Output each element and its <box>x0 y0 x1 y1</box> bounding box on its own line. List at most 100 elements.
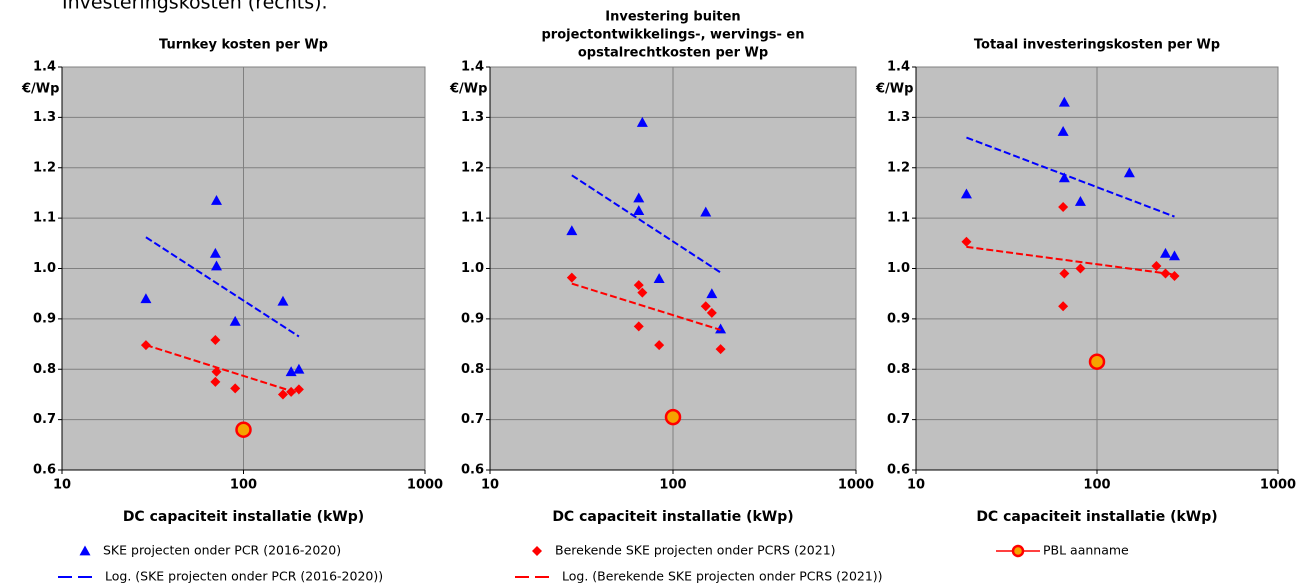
y-tick-label: 1.3 <box>461 110 484 125</box>
data-point <box>706 307 717 318</box>
data-point <box>235 421 252 438</box>
data-point <box>960 188 972 199</box>
data-point <box>636 116 648 127</box>
data-point <box>633 280 644 291</box>
trend-line <box>966 245 1175 276</box>
y-tick-label: 0.9 <box>461 311 484 326</box>
data-point <box>293 363 305 374</box>
legend-label: PBL aanname <box>1043 543 1129 558</box>
legend-label: Berekende SKE projecten onder PCRS (2021… <box>555 543 836 558</box>
data-point <box>1074 196 1086 206</box>
y-tick-label: 1.1 <box>461 211 484 226</box>
x-tick-label: 1000 <box>407 478 443 493</box>
x-axis-label: DC capaciteit installatie (kWp) <box>976 509 1217 525</box>
data-point <box>1088 353 1106 370</box>
x-tick-label: 1000 <box>1260 478 1296 493</box>
chart: 0.6 0.7 0.8 0.9 1.0 1.1 1.2 1.3 1.4 10 100 1000 Tota… <box>875 38 1296 526</box>
x-axis-label: DC capaciteit installatie (kWp) <box>552 509 793 525</box>
data-point <box>1151 260 1162 271</box>
data-point <box>664 408 682 426</box>
data-point <box>700 206 712 217</box>
y-tick-label: 0.8 <box>33 362 56 377</box>
trend-line <box>145 236 300 338</box>
trend-line <box>571 282 721 331</box>
legend: SKE projecten onder PCR (2016-2020) Berek… <box>58 543 1129 584</box>
data-point <box>706 288 718 299</box>
data-point <box>633 321 644 332</box>
data-point <box>1058 202 1069 213</box>
y-tick-label: 1.0 <box>887 261 910 276</box>
y-tick-label: 1.0 <box>461 261 484 276</box>
chart-title: opstalrechtkosten per Wp <box>578 46 768 61</box>
legend-label: Log. (SKE projecten onder PCR (2016-2020… <box>105 569 383 584</box>
y-axis-label: €/Wp <box>449 82 487 97</box>
chart: 0.6 0.7 0.8 0.9 1.0 1.1 1.2 1.3 1.4 10 100 1000 Inve… <box>449 10 874 526</box>
data-point <box>1159 247 1171 258</box>
data-point <box>277 389 288 400</box>
data-point <box>653 273 665 283</box>
y-tick-label: 1.1 <box>33 211 56 226</box>
y-tick-label: 0.6 <box>33 463 56 478</box>
data-point <box>1057 125 1069 136</box>
y-tick-label: 1.1 <box>887 211 910 226</box>
data-point <box>566 272 577 283</box>
y-tick-label: 0.9 <box>33 311 56 326</box>
y-axis-label: €/Wp <box>21 82 59 97</box>
data-point <box>1075 263 1086 274</box>
y-tick-label: 1.2 <box>887 160 910 175</box>
data-point <box>1058 172 1070 183</box>
data-point <box>209 247 221 258</box>
y-tick-label: 0.8 <box>461 362 484 377</box>
data-point <box>637 287 648 298</box>
data-point <box>1169 271 1180 282</box>
y-tick-label: 0.9 <box>887 311 910 326</box>
data-point <box>140 293 152 304</box>
y-tick-label: 0.6 <box>887 463 910 478</box>
data-point <box>277 295 289 306</box>
chart-title: projectontwikkelings-, wervings- en <box>542 28 805 43</box>
data-point <box>211 194 223 205</box>
intro-text: Investeringskosten (rechts). <box>62 0 328 14</box>
data-point <box>961 236 972 247</box>
data-point <box>1123 167 1135 178</box>
y-tick-label: 1.4 <box>461 60 484 75</box>
data-point <box>715 344 726 355</box>
data-point <box>633 192 645 203</box>
data-point <box>210 335 221 346</box>
data-point <box>1168 250 1180 261</box>
y-tick-label: 0.7 <box>33 412 56 427</box>
legend-marker <box>79 545 91 556</box>
y-tick-label: 0.7 <box>461 412 484 427</box>
data-point <box>211 260 223 271</box>
x-tick-label: 100 <box>1083 478 1110 493</box>
data-point <box>230 383 241 394</box>
x-axis-label: DC capaciteit installatie (kWp) <box>123 509 364 525</box>
chart: 0.6 0.7 0.8 0.9 1.0 1.1 1.2 1.3 1.4 10 100 1000 Turn… <box>21 38 443 526</box>
data-point <box>633 205 645 215</box>
legend-marker <box>1011 544 1025 558</box>
y-tick-label: 1.2 <box>33 160 56 175</box>
data-point <box>654 340 665 351</box>
y-tick-label: 0.8 <box>887 362 910 377</box>
x-tick-label: 10 <box>907 478 925 493</box>
data-point <box>1058 301 1069 312</box>
legend-marker <box>532 546 542 556</box>
data-point <box>211 366 222 377</box>
chart-title: Investering buiten <box>605 10 740 25</box>
y-tick-label: 1.3 <box>33 110 56 125</box>
data-point <box>700 301 711 312</box>
legend-label: Log. (Berekende SKE projecten onder PCRS… <box>562 569 883 584</box>
y-tick-label: 1.4 <box>33 60 56 75</box>
y-tick-label: 1.0 <box>33 261 56 276</box>
x-tick-label: 10 <box>53 478 71 493</box>
x-tick-label: 100 <box>659 478 686 493</box>
legend-label: SKE projecten onder PCR (2016-2020) <box>103 543 341 558</box>
y-axis-label: €/Wp <box>875 82 913 97</box>
y-tick-label: 1.2 <box>461 160 484 175</box>
trend-line <box>145 344 300 395</box>
data-point <box>229 315 241 326</box>
data-point <box>1059 268 1070 279</box>
x-tick-label: 1000 <box>838 478 874 493</box>
data-point <box>285 366 297 377</box>
